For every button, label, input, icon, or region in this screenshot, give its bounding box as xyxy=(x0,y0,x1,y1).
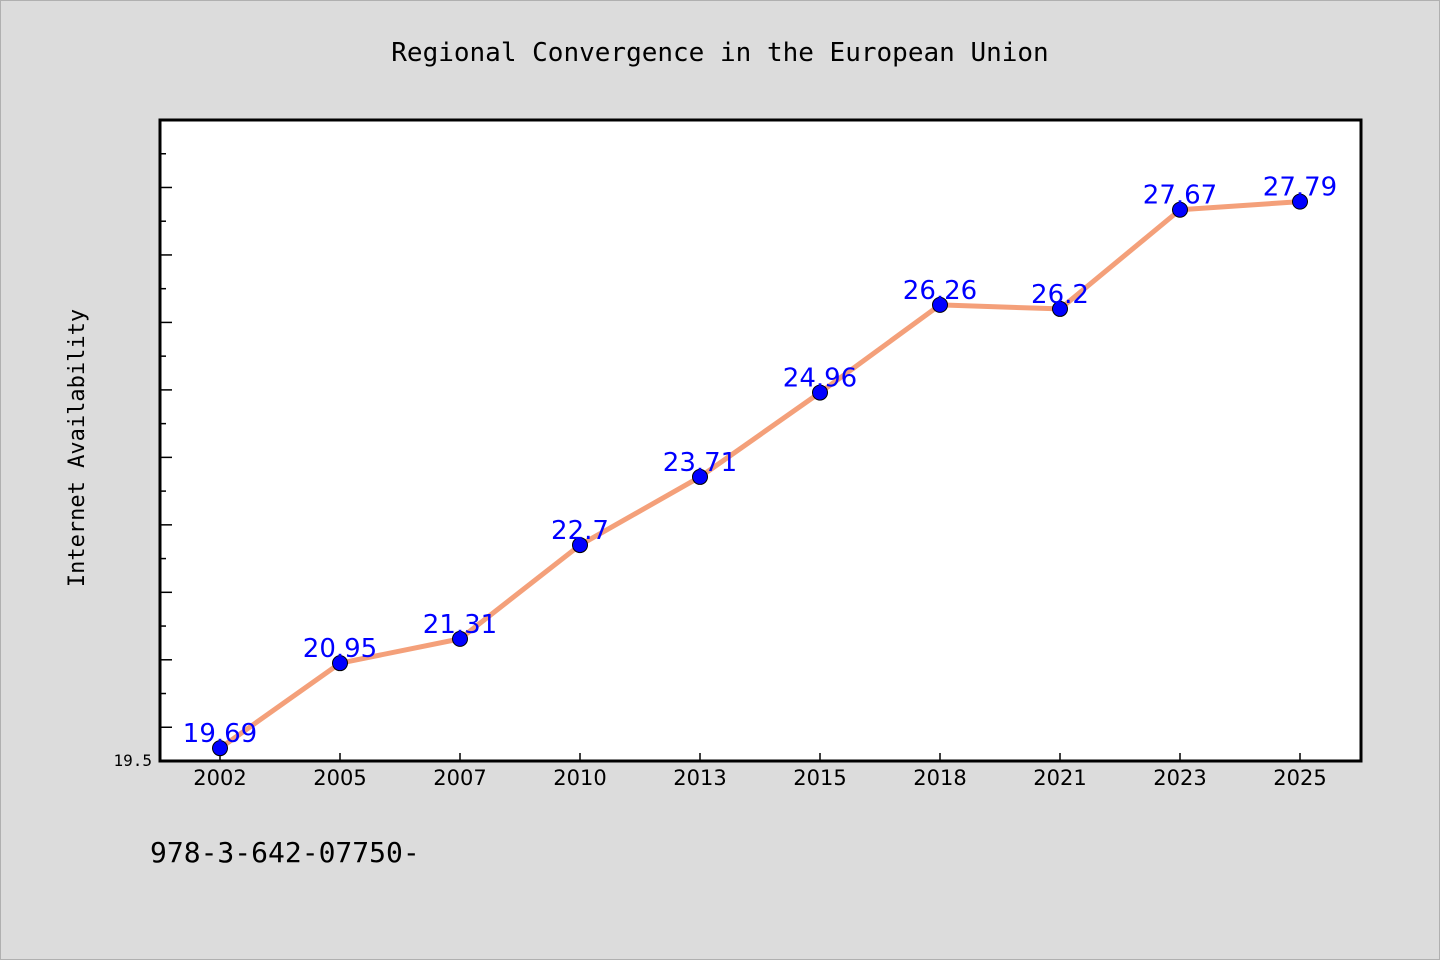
series-line-group xyxy=(217,199,1303,751)
data-label: 20.95 xyxy=(303,634,377,664)
x-tick-label: 2007 xyxy=(433,766,486,790)
x-tick-label: 2023 xyxy=(1153,766,1206,790)
x-tick-label: 2021 xyxy=(1033,766,1086,790)
footer-isbn: 978-3-642-07750- xyxy=(150,836,420,869)
data-labels-group: 19.69 20.95 21.31 22.7 23.71 24.96 26.26 26.2 27… xyxy=(183,173,1337,750)
x-axis-ticks: 2002 2005 2007 2010 2013 2015 2018 2021 2023 2025 xyxy=(193,753,1327,790)
data-label: 21.31 xyxy=(423,610,497,640)
data-label: 26.2 xyxy=(1031,280,1089,310)
data-point xyxy=(212,740,228,757)
data-label: 24.96 xyxy=(783,364,857,394)
data-point xyxy=(932,296,948,313)
data-points-group xyxy=(212,193,1308,757)
x-tick-label: 2010 xyxy=(553,766,606,790)
data-point xyxy=(692,468,708,485)
y-axis-label: Internet Availability xyxy=(65,309,90,587)
data-point xyxy=(812,384,828,401)
x-tick-label: 2013 xyxy=(673,766,726,790)
data-label: 27.67 xyxy=(1143,181,1217,211)
data-label: 22.7 xyxy=(551,516,609,546)
x-tick-label: 2015 xyxy=(793,766,846,790)
data-point xyxy=(1052,300,1068,317)
data-point xyxy=(452,630,468,647)
data-point xyxy=(572,537,588,554)
chart-title: Regional Convergence in the European Uni… xyxy=(391,38,1048,68)
x-tick-label: 2002 xyxy=(193,766,246,790)
series-line xyxy=(217,199,1303,751)
data-label: 26.26 xyxy=(903,276,977,306)
data-label: 23.71 xyxy=(663,448,737,478)
y-tick-label: 19.5 xyxy=(113,751,152,770)
x-tick-label: 2025 xyxy=(1273,766,1326,790)
data-point xyxy=(1172,201,1188,218)
data-label: 27.79 xyxy=(1263,173,1337,203)
data-label: 19.69 xyxy=(183,719,257,749)
x-tick-label: 2005 xyxy=(313,766,366,790)
data-point xyxy=(332,655,348,672)
y-axis-ticks xyxy=(160,152,172,729)
data-point xyxy=(1292,193,1308,210)
x-tick-label: 2018 xyxy=(913,766,966,790)
